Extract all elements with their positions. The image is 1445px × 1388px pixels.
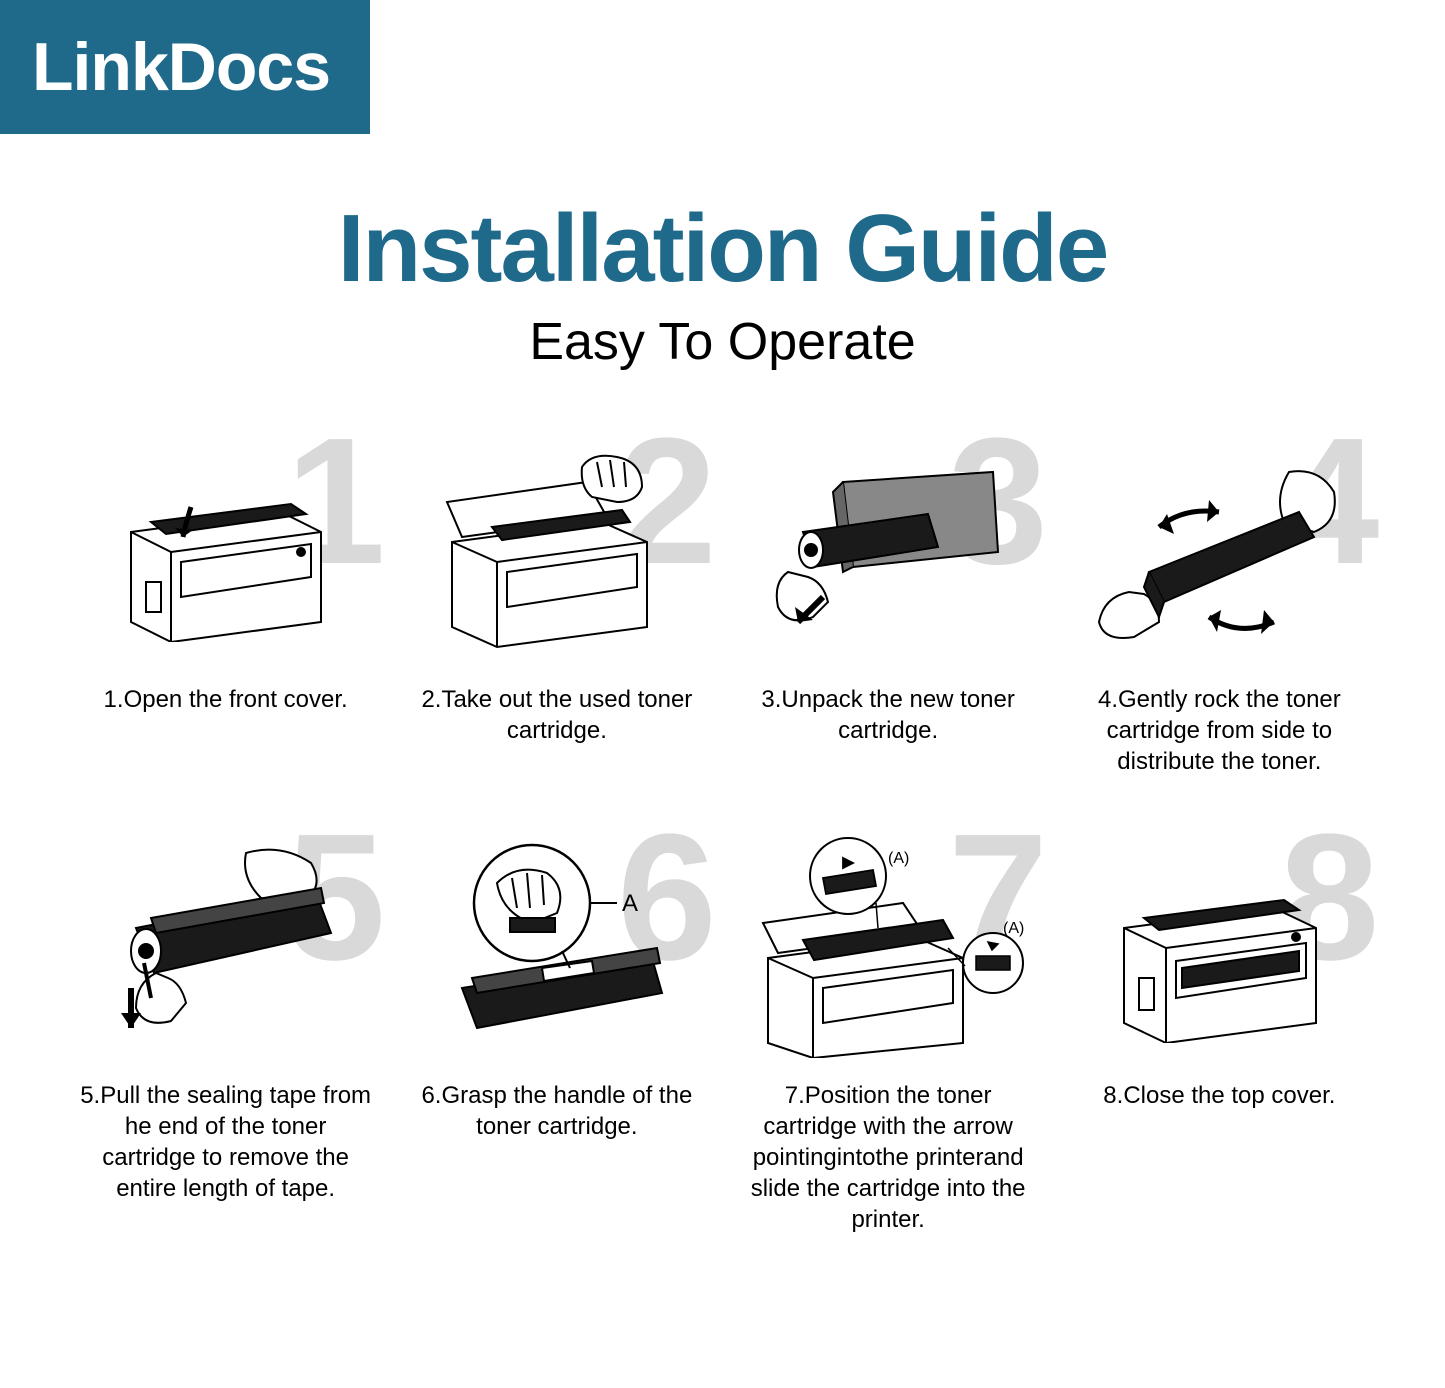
step-8-illustration: 8 — [1079, 818, 1359, 1068]
svg-text:(A): (A) — [1003, 920, 1024, 937]
steps-grid: 1 1.Open the front cover. 2 — [0, 372, 1445, 1236]
brand-logo: LinkDocs — [0, 0, 370, 134]
svg-text:A: A — [622, 890, 638, 917]
step-caption: 4.Gently rock the toner cartridge from s… — [1074, 684, 1365, 778]
step-caption: 6.Grasp the handle of the toner cartridg… — [411, 1080, 702, 1142]
step-7-illustration: 7 (A) — [748, 818, 1028, 1068]
step-caption: 3.Unpack the new toner cartridge. — [743, 684, 1034, 746]
step-3-illustration: 3 — [748, 422, 1028, 672]
step-1: 1 1.Open the front cover. — [80, 422, 371, 778]
title-block: Installation Guide Easy To Operate — [0, 194, 1445, 372]
step-5: 5 — [80, 818, 371, 1236]
step-6: 6 A — [411, 818, 702, 1236]
step-8: 8 8.Close the top cover. — [1074, 818, 1365, 1236]
step-4-illustration: 4 — [1079, 422, 1359, 672]
step-caption: 1.Open the front cover. — [104, 684, 348, 715]
step-4: 4 4.Gently rock — [1074, 422, 1365, 778]
step-2-illustration: 2 — [417, 422, 697, 672]
step-2: 2 2.Take out the used — [411, 422, 702, 778]
step-caption: 2.Take out the used toner cartridge. — [411, 684, 702, 746]
step-1-illustration: 1 — [86, 422, 366, 672]
step-3: 3 3.Unpack the ne — [743, 422, 1034, 778]
page-title: Installation Guide — [0, 194, 1445, 304]
step-caption: 7.Position the toner cartridge with the … — [743, 1080, 1034, 1236]
step-caption: 8.Close the top cover. — [1103, 1080, 1335, 1111]
step-6-illustration: 6 A — [417, 818, 697, 1068]
step-caption: 5.Pull the sealing tape from he end of t… — [80, 1080, 371, 1205]
step-5-illustration: 5 — [86, 818, 366, 1068]
step-7: 7 (A) — [743, 818, 1034, 1236]
page-subtitle: Easy To Operate — [0, 312, 1445, 372]
svg-text:(A): (A) — [888, 850, 909, 867]
